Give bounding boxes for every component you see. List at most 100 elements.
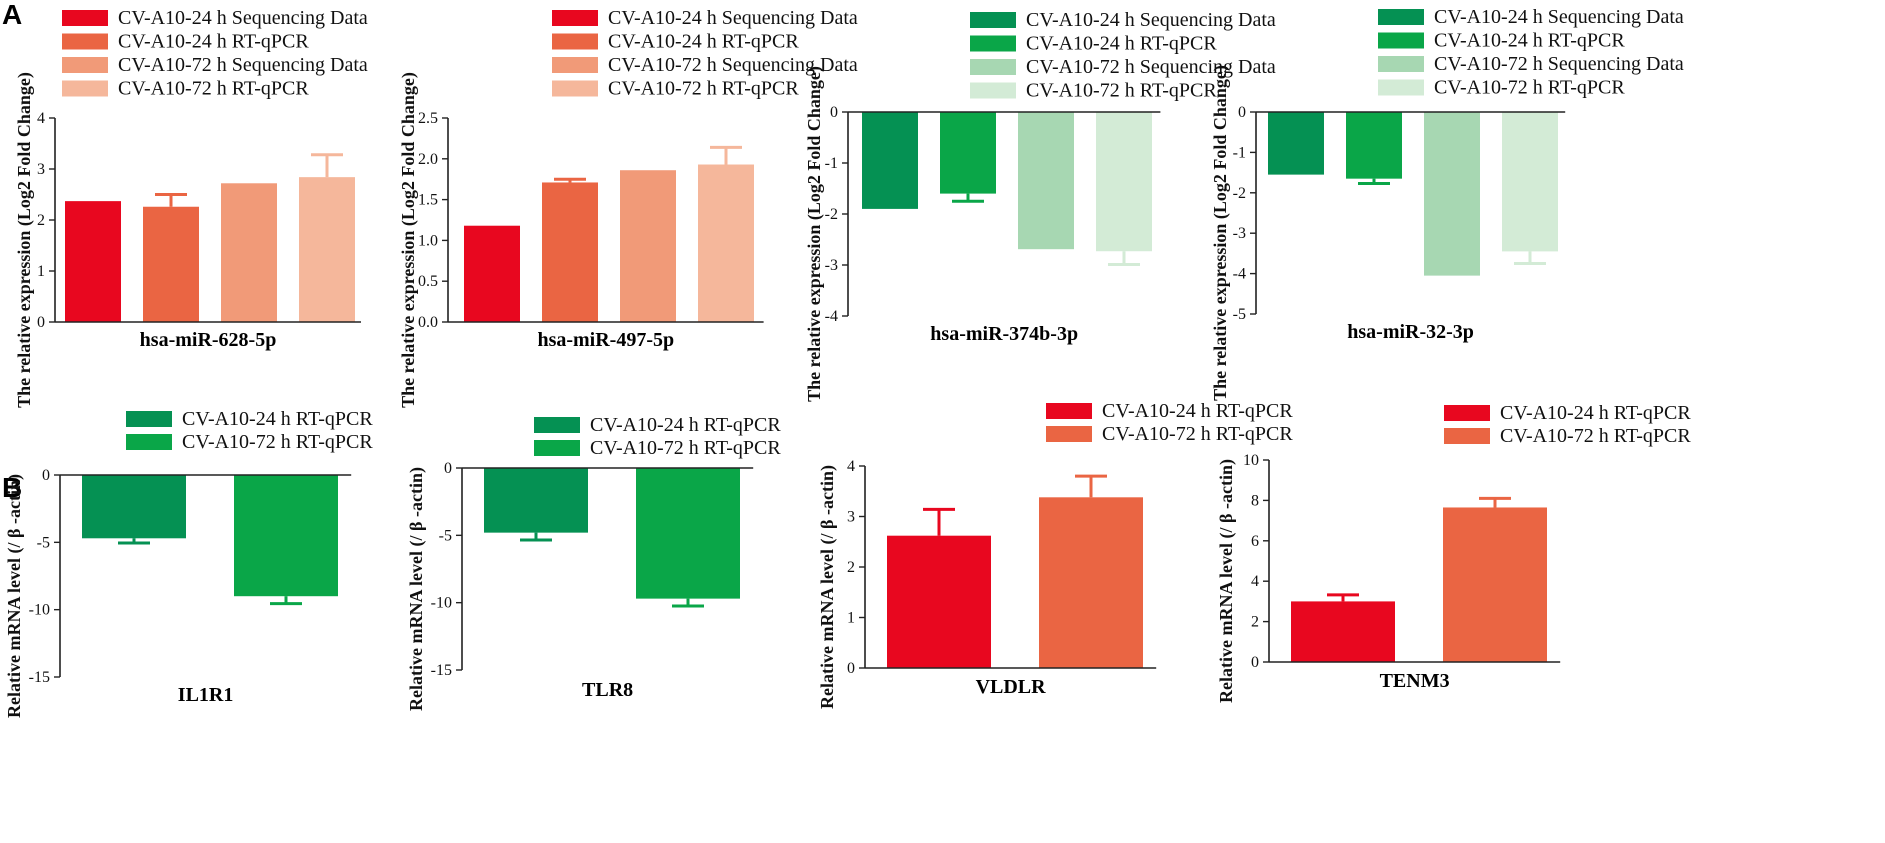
y-tick-label: 1 xyxy=(37,263,45,280)
legend-swatch xyxy=(126,434,172,450)
legend-label: CV-A10-72 h Sequencing Data xyxy=(1434,53,1684,75)
y-tick-label: -2 xyxy=(825,206,838,223)
y-axis-label: The relative expression (Log2 Fold Chang… xyxy=(398,72,419,408)
bar xyxy=(234,475,338,597)
y-tick-label: 0 xyxy=(830,104,838,121)
bar xyxy=(1502,112,1558,252)
y-tick-label: -4 xyxy=(1233,266,1246,283)
legend-label: CV-A10-72 h Sequencing Data xyxy=(1026,56,1276,78)
legend-label: CV-A10-24 h RT-qPCR xyxy=(1500,402,1691,424)
bar xyxy=(221,183,277,322)
legend-swatch xyxy=(970,12,1016,28)
legend-swatch xyxy=(1378,32,1424,49)
legend-label: CV-A10-72 h RT-qPCR xyxy=(1434,77,1625,99)
bar xyxy=(636,468,740,599)
y-axis-label: Relative mRNA level (/ β -actin) xyxy=(406,467,427,711)
legend-label: CV-A10-24 h Sequencing Data xyxy=(1026,9,1276,31)
bar xyxy=(620,170,676,322)
legend-swatch xyxy=(126,411,172,427)
chart-title: hsa-miR-628-5p xyxy=(140,329,277,351)
legend-swatch xyxy=(552,80,598,97)
legend-label: CV-A10-24 h RT-qPCR xyxy=(608,31,799,53)
legend-label: CV-A10-24 h RT-qPCR xyxy=(1434,30,1625,52)
legend-swatch xyxy=(970,82,1016,99)
y-tick-label: 3 xyxy=(847,509,855,526)
bar xyxy=(1096,112,1152,252)
bar xyxy=(698,164,754,322)
legend-swatch xyxy=(970,59,1016,75)
legend-label: CV-A10-24 h RT-qPCR xyxy=(1102,400,1293,422)
y-tick-label: 0.0 xyxy=(418,314,438,331)
legend-swatch xyxy=(970,35,1016,52)
y-tick-label: 0 xyxy=(444,460,452,477)
y-tick-label: 4 xyxy=(37,110,45,127)
y-tick-label: -2 xyxy=(1233,185,1246,202)
y-tick-label: 2 xyxy=(37,212,45,229)
bar xyxy=(82,475,186,539)
y-tick-label: 10 xyxy=(1243,452,1259,469)
legend-label: CV-A10-24 h RT-qPCR xyxy=(590,414,781,436)
bar xyxy=(1018,112,1074,250)
y-axis-label: Relative mRNA level (/ β -actin) xyxy=(817,465,838,709)
y-tick-label: 2 xyxy=(847,559,855,576)
y-tick-label: 4 xyxy=(1251,573,1259,590)
chart-title: hsa-miR-497-5p xyxy=(537,329,674,351)
y-axis-label: The relative expression (Log2 Fold Chang… xyxy=(14,72,35,408)
legend-label: CV-A10-24 h Sequencing Data xyxy=(608,7,858,29)
bar xyxy=(299,177,355,322)
y-tick-label: -5 xyxy=(1233,306,1246,323)
bar xyxy=(1443,507,1547,662)
panel-label-a: A xyxy=(2,0,22,30)
y-tick-label: 2.5 xyxy=(418,110,438,127)
legend-swatch xyxy=(552,33,598,50)
legend-label: CV-A10-72 h RT-qPCR xyxy=(182,431,373,453)
legend-swatch xyxy=(1444,405,1490,421)
bar xyxy=(542,182,598,322)
bar xyxy=(143,206,199,322)
legend-label: CV-A10-24 h Sequencing Data xyxy=(118,7,368,29)
bar xyxy=(940,112,996,194)
legend-swatch xyxy=(1378,9,1424,25)
y-tick-label: 0.5 xyxy=(418,273,438,290)
legend-label: CV-A10-24 h RT-qPCR xyxy=(1026,33,1217,55)
panel-label-b: B xyxy=(2,472,22,503)
legend-label: CV-A10-24 h RT-qPCR xyxy=(118,31,309,53)
y-tick-label: 2.0 xyxy=(418,151,438,168)
legend-swatch xyxy=(1444,428,1490,444)
y-tick-label: 8 xyxy=(1251,492,1259,509)
y-axis-label: Relative mRNA level (/ β -actin) xyxy=(1216,459,1237,703)
legend-label: CV-A10-72 h RT-qPCR xyxy=(118,78,309,100)
legend-swatch xyxy=(552,57,598,73)
y-tick-label: 1.5 xyxy=(418,192,438,209)
y-tick-label: -15 xyxy=(29,669,50,686)
bar xyxy=(65,201,121,322)
y-tick-label: -5 xyxy=(37,534,50,551)
legend-swatch xyxy=(62,33,108,50)
chart-title: VLDLR xyxy=(976,676,1047,698)
y-axis-label: The relative expression (Log2 Fold Chang… xyxy=(804,66,825,402)
y-tick-label: 1.0 xyxy=(418,232,438,249)
bar xyxy=(862,112,918,209)
legend-label: CV-A10-72 h RT-qPCR xyxy=(1102,423,1293,445)
y-tick-label: -10 xyxy=(29,602,50,619)
y-axis-label: The relative expression (Log2 Fold Chang… xyxy=(1210,65,1231,401)
legend-label: CV-A10-72 h RT-qPCR xyxy=(1500,425,1691,447)
legend-label: CV-A10-72 h Sequencing Data xyxy=(118,54,368,76)
chart-title: hsa-miR-32-3p xyxy=(1347,321,1474,343)
legend-swatch xyxy=(1378,79,1424,96)
y-tick-label: 0 xyxy=(37,314,45,331)
bar xyxy=(1039,497,1143,668)
legend-swatch xyxy=(1046,426,1092,442)
y-tick-label: -3 xyxy=(1233,225,1246,242)
y-tick-label: -15 xyxy=(431,662,452,679)
y-tick-label: 4 xyxy=(847,458,855,475)
y-tick-label: -1 xyxy=(825,155,838,172)
legend-swatch xyxy=(1378,56,1424,72)
